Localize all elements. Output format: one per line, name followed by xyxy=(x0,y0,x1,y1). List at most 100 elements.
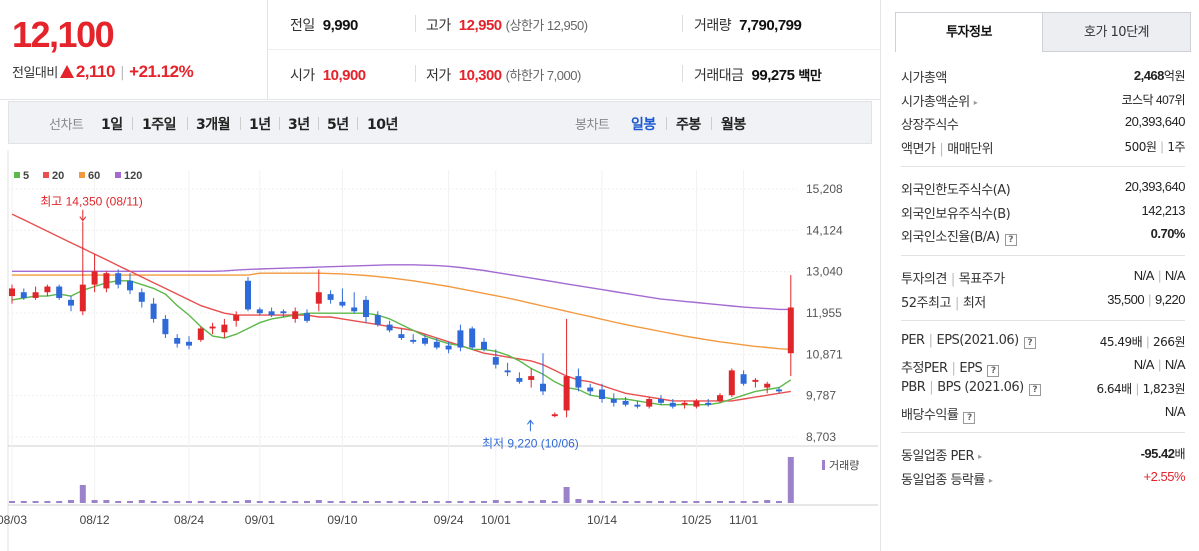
candle-body xyxy=(492,357,499,365)
legend-label: 60 xyxy=(88,170,100,182)
high-price: 고가 12,950 (상한가 12,950) xyxy=(426,17,588,34)
volume-bar xyxy=(315,500,322,503)
candle-monthly[interactable]: 월봉 xyxy=(721,117,746,133)
volume-bar xyxy=(20,501,27,503)
volume: 거래량 7,790,799 xyxy=(694,17,802,34)
tab-order-book[interactable]: 호가 10단계 xyxy=(1042,12,1191,52)
high-annotation: 최고 14,350 (08/11) xyxy=(40,195,143,209)
y-tick-label: 9,787 xyxy=(806,389,836,403)
candle xyxy=(634,400,641,409)
volume-bar xyxy=(787,457,794,503)
y-tick-label: 14,124 xyxy=(806,223,843,237)
info-row-industry-per[interactable]: 동일업종 PER ▸ -95.42배 xyxy=(901,446,1185,464)
volume-bar xyxy=(693,501,700,503)
volume-bar xyxy=(268,501,275,503)
candle xyxy=(103,271,110,293)
volume-bar xyxy=(9,501,15,503)
candle xyxy=(481,337,487,352)
candle-weekly[interactable]: 주봉 xyxy=(676,117,701,133)
candle-body xyxy=(32,292,39,298)
volume-bar xyxy=(197,501,204,503)
volume-bar xyxy=(575,499,582,503)
volume-bar xyxy=(646,501,653,503)
candle-body xyxy=(422,337,428,344)
candle-body xyxy=(705,402,712,405)
volume-label: 거래량 xyxy=(829,459,859,472)
caret-right-icon: ▸ xyxy=(973,97,978,107)
period-5y[interactable]: 5년 xyxy=(327,117,349,133)
candle xyxy=(138,288,145,308)
volume-bar xyxy=(351,501,358,503)
tab-invest-info[interactable]: 투자정보 xyxy=(895,12,1043,52)
candlestick-chart: 15,208 14,124 13,040 11,955 10,871 9,787 8,703… xyxy=(0,150,878,551)
candle-body xyxy=(740,374,747,384)
trade-amount: 거래대금 99,275 백만 xyxy=(694,67,822,84)
period-1w[interactable]: 1주일 xyxy=(142,117,177,133)
period-3y[interactable]: 3년 xyxy=(288,117,310,133)
period-1y[interactable]: 1년 xyxy=(249,117,271,133)
candle-body xyxy=(728,370,735,396)
candle xyxy=(268,307,275,318)
candle-body xyxy=(327,294,334,300)
candle xyxy=(752,378,759,388)
candle-body xyxy=(634,404,641,407)
volume-bar xyxy=(32,501,39,503)
opinion-group: 투자의견 | 목표주가 N/A | N/A 52주최고 | 최저 35,500 | 9,220 xyxy=(901,265,1186,312)
candle xyxy=(127,273,133,295)
candle-body xyxy=(56,286,63,298)
help-icon[interactable]: ? xyxy=(963,411,976,424)
info-row-market-cap: 시가총액 2,468억원 xyxy=(901,68,1186,86)
candle xyxy=(91,254,98,293)
candle xyxy=(233,311,240,327)
candle-daily[interactable]: 일봉 xyxy=(631,117,656,133)
candle xyxy=(469,326,476,350)
info-row-market-cap-rank[interactable]: 시가총액순위 ▸ 코스닥 407위 xyxy=(901,92,1185,110)
candle-body xyxy=(599,389,605,399)
candle xyxy=(256,307,263,316)
candle xyxy=(150,297,157,323)
volume-bar xyxy=(705,501,712,503)
price-chart: 15,208 14,124 13,040 11,955 10,871 9,787 8,703… xyxy=(0,150,880,551)
candle-body xyxy=(186,341,192,346)
candle xyxy=(681,400,688,409)
help-icon[interactable]: ? xyxy=(1004,234,1017,246)
volume-bar xyxy=(186,501,192,503)
open-price: 시가 10,900 xyxy=(290,67,366,84)
info-row-industry-change[interactable]: 동일업종 등락률 ▸ +2.55% xyxy=(901,468,1186,488)
valuation-group: PER | EPS(2021.06)? 45.49배 | 266원 추정PER | EPS?… xyxy=(901,330,1186,424)
volume-bar xyxy=(280,501,287,503)
candle xyxy=(20,288,27,300)
period-1d[interactable]: 1일 xyxy=(101,117,123,133)
legend-label: 5 xyxy=(23,170,29,182)
x-tick-label: 10/25 xyxy=(681,513,711,527)
candle xyxy=(79,221,86,316)
volume-bar xyxy=(339,501,346,503)
candle xyxy=(197,326,204,342)
period-10y[interactable]: 10년 xyxy=(367,117,398,133)
help-icon[interactable]: ? xyxy=(1023,337,1036,349)
caret-right-icon: ▸ xyxy=(988,475,993,485)
volume-bar xyxy=(68,500,74,503)
help-icon[interactable]: ? xyxy=(1028,384,1041,396)
volume-bar xyxy=(634,501,641,503)
candle xyxy=(540,353,546,396)
candle xyxy=(646,397,653,409)
volume-bar xyxy=(363,501,369,503)
candle-body xyxy=(386,324,393,331)
legend-swatch xyxy=(79,172,85,178)
candle-body xyxy=(398,334,405,338)
volume-bar xyxy=(162,501,169,503)
candle xyxy=(315,269,322,312)
volume-bar xyxy=(717,501,723,503)
candle xyxy=(551,412,558,418)
ma-legend: 5 20 60 120 xyxy=(14,170,142,182)
volume-bar xyxy=(374,501,381,503)
period-3m[interactable]: 3개월 xyxy=(196,117,231,133)
candle xyxy=(728,368,735,398)
candle-body xyxy=(44,286,51,293)
volume-bar xyxy=(209,501,216,503)
legend-label: 120 xyxy=(124,170,142,182)
legend-label: 20 xyxy=(52,170,64,182)
help-icon[interactable]: ? xyxy=(987,364,1000,377)
candle-body xyxy=(256,309,263,314)
